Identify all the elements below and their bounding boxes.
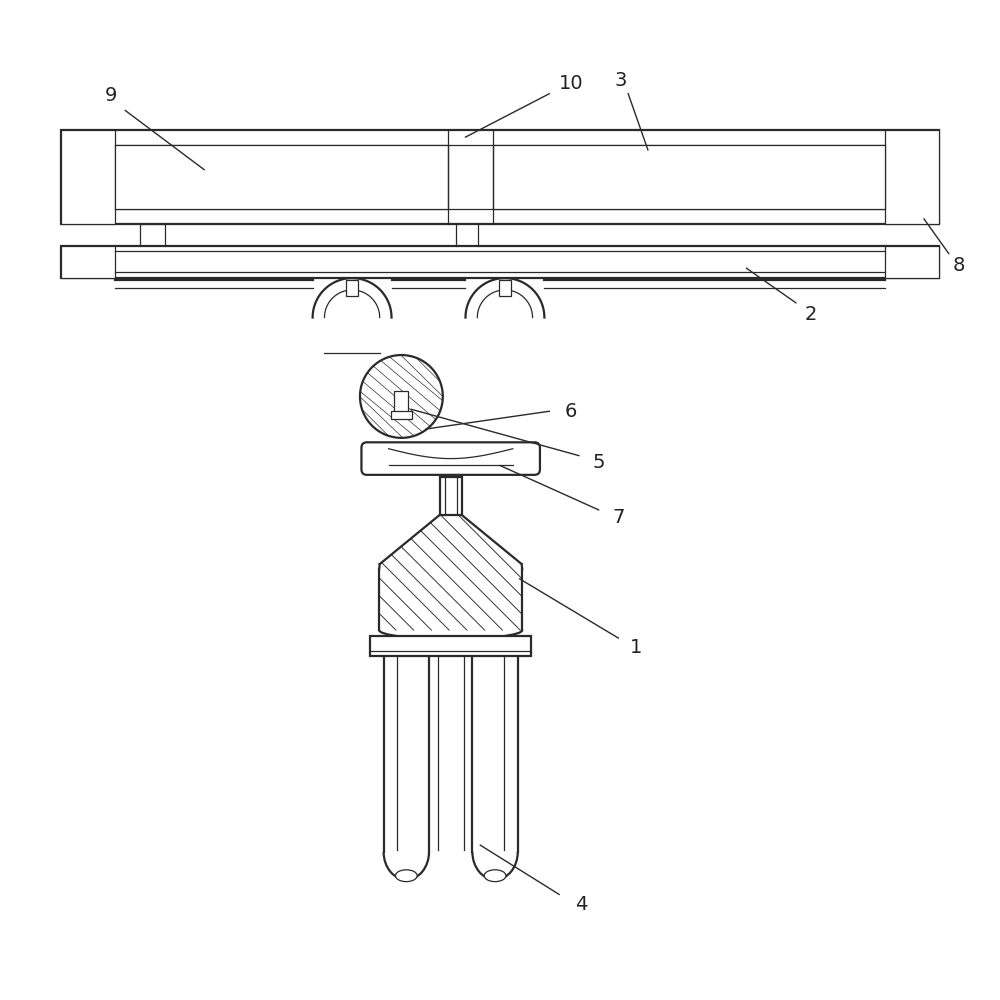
Bar	[61, 130, 115, 224]
Bar	[115, 145, 448, 209]
Text: 2: 2	[804, 305, 817, 324]
Bar	[493, 145, 885, 209]
Ellipse shape	[395, 870, 417, 882]
Text: 5: 5	[592, 453, 605, 472]
Circle shape	[360, 355, 443, 438]
Bar	[440, 477, 462, 515]
Text: 4: 4	[575, 895, 587, 914]
Text: 8: 8	[952, 256, 965, 275]
Text: 7: 7	[612, 508, 625, 527]
Bar	[61, 130, 939, 224]
FancyBboxPatch shape	[361, 442, 540, 475]
Ellipse shape	[484, 870, 506, 882]
Text: 9: 9	[104, 86, 117, 105]
Text: 10: 10	[559, 74, 583, 93]
Bar	[391, 411, 412, 419]
Bar	[370, 636, 531, 656]
Bar	[61, 246, 939, 278]
Bar	[394, 391, 408, 412]
Text: 6: 6	[565, 402, 577, 421]
Bar	[885, 246, 939, 278]
Text: 3: 3	[614, 71, 626, 90]
Bar	[499, 280, 511, 296]
Bar	[61, 246, 115, 278]
Bar	[885, 130, 939, 224]
Bar	[346, 280, 358, 296]
Text: 1: 1	[630, 638, 642, 657]
